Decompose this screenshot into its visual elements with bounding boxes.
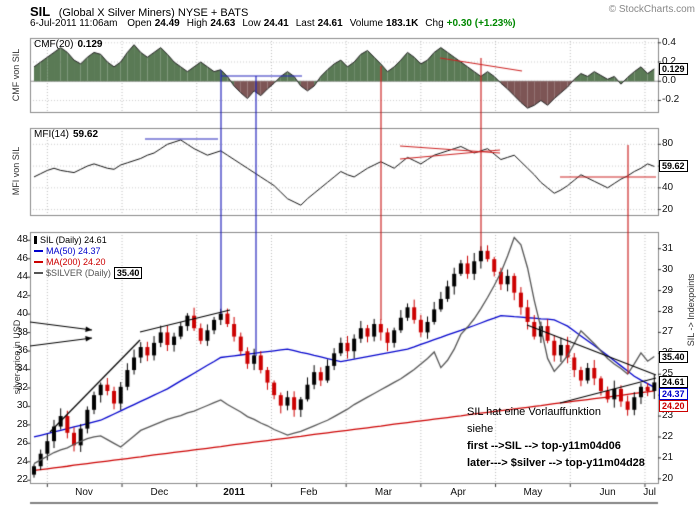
axis-tick-label: 48 [16, 234, 28, 246]
mfi-indicator-value: 59.62 [73, 129, 99, 140]
quote-items: Open 24.49 High 24.63 Low 24.41 Last 24.61 Volum… [120, 18, 515, 29]
axis-tick-label: 34 [16, 363, 28, 375]
axis-tick-label: 24 [16, 455, 28, 467]
axis-tick-label: 26 [16, 437, 28, 449]
axis-tick-label: 40 [16, 308, 28, 320]
legend-item: MA(200) 24.20 [34, 256, 142, 267]
line-swatch-icon [34, 271, 43, 274]
axis-tick-label: 31 [662, 242, 674, 254]
legend-item: MA(50) 24.37 [34, 245, 142, 256]
quote-value: 24.41 [263, 18, 289, 29]
value-tag: 59.62 [659, 160, 688, 173]
month-label: Feb [300, 487, 318, 498]
month-label: Jun [599, 487, 616, 498]
axis-tick-label: 46 [16, 252, 28, 264]
month-label: Apr [450, 487, 466, 498]
cmf-panel-label: CMF(20) 0.129 [34, 39, 102, 50]
value-tag: 24.20 [659, 399, 688, 412]
note-line-3: first -->SIL --> top-y11m04d06 [467, 440, 621, 452]
ticker-title: (Global X Silver Miners) NYSE + BATS [58, 7, 249, 19]
axis-tick-label: 42 [16, 289, 28, 301]
legend-label: $SILVER (Daily) [46, 267, 111, 278]
mfi-axis-title: MFI von SIL [11, 146, 21, 196]
note-line-1: SIL hat eine Vorlauffunktion [467, 406, 601, 418]
axis-tick-label: 21 [662, 451, 674, 463]
legend-boxed-value: 35.40 [113, 266, 143, 279]
quote-label: Open [127, 18, 152, 29]
quote-value: +0.30 (+1.23%) [446, 18, 516, 29]
axis-tick-label: 27 [662, 326, 674, 338]
quote-label: High [186, 18, 208, 29]
legend-label: SIL (Daily) 24.61 [40, 234, 107, 245]
month-label: Dec [150, 487, 169, 498]
quote-label: Last [295, 18, 315, 29]
cmf-indicator-value: 0.129 [77, 39, 103, 50]
candle-icon [34, 235, 37, 244]
ticker-symbol: SIL [30, 4, 51, 19]
month-label: Nov [75, 487, 93, 498]
axis-tick-label: 30 [16, 400, 28, 412]
quote-value: 183.1K [386, 18, 419, 29]
legend-label: MA(50) 24.37 [46, 245, 101, 256]
axis-tick-label: 0.2 [662, 56, 676, 68]
month-label: May [523, 487, 543, 498]
note-line-4: later---> $silver --> top-y11m04d28 [467, 457, 645, 469]
value-tag: 0.129 [659, 62, 688, 75]
axis-tick-label: 38 [16, 326, 28, 338]
axis-tick-label: 23 [662, 410, 674, 422]
quote-value: 24.61 [317, 18, 343, 29]
axis-tick-label: 32 [16, 381, 28, 393]
axis-tick-label: 40 [662, 181, 674, 193]
legend-item: SIL (Daily) 24.61 [34, 234, 142, 245]
cmf-indicator-name: CMF(20) [34, 39, 74, 50]
quote-value: 24.63 [210, 18, 236, 29]
chart-header: SIL (Global X Silver Miners) NYSE + BATS [30, 3, 248, 21]
axis-tick-label: 22 [662, 430, 674, 442]
copyright-label: © StockCharts.com [608, 4, 695, 15]
legend-item: $SILVER (Daily) 35.40 [34, 266, 143, 279]
legend-label: MA(200) 24.20 [46, 256, 106, 267]
month-label: 2011 [223, 487, 245, 498]
month-label: Jul [643, 487, 657, 498]
line-swatch-icon [34, 249, 43, 252]
axis-tick-label: 80 [662, 138, 674, 150]
axis-tick-label: 28 [662, 305, 674, 317]
value-tag: 35.40 [659, 350, 688, 363]
axis-tick-label: 36 [16, 345, 28, 357]
quote-value: 24.49 [154, 18, 180, 29]
cmf-axis-title: CMF von SIL [11, 48, 21, 102]
chart-datetime: 6-Jul-2011 11:06am [30, 18, 118, 29]
quote-label: Chg [425, 18, 444, 29]
axis-tick-label: -0.2 [662, 94, 680, 106]
axis-tick-label: 30 [662, 263, 674, 275]
annotation-notes: SIL hat eine Vorlauffunktion siehe first… [467, 404, 645, 472]
axis-tick-label: 0.0 [662, 75, 676, 87]
value-tag: 24.61 [659, 376, 688, 389]
line-swatch-icon [34, 260, 43, 263]
quote-row: 6-Jul-2011 11:06am Open 24.49 High 24.63 Low… [30, 18, 516, 29]
axis-tick-label: 0.4 [662, 36, 676, 48]
axis-tick-label: 29 [662, 284, 674, 296]
axis-tick-label: 20 [662, 472, 674, 484]
mfi-indicator-name: MFI(14) [34, 129, 69, 140]
axis-tick-label: 25 [662, 368, 674, 380]
value-tag: 24.37 [659, 388, 688, 401]
axis-tick-label: 44 [16, 271, 28, 283]
quote-label: Volume [349, 18, 384, 29]
axis-tick-label: 22 [16, 474, 28, 486]
axis-tick-label: 28 [16, 418, 28, 430]
quote-label: Low [242, 18, 261, 29]
month-label: Mar [374, 487, 393, 498]
mfi-panel-label: MFI(14) 59.62 [34, 129, 98, 140]
axis-tick-label: 20 [662, 203, 674, 215]
note-line-2: siehe [467, 423, 494, 435]
price-legend: SIL (Daily) 24.61 MA(50) 24.37 MA(200) 24.… [34, 234, 143, 279]
